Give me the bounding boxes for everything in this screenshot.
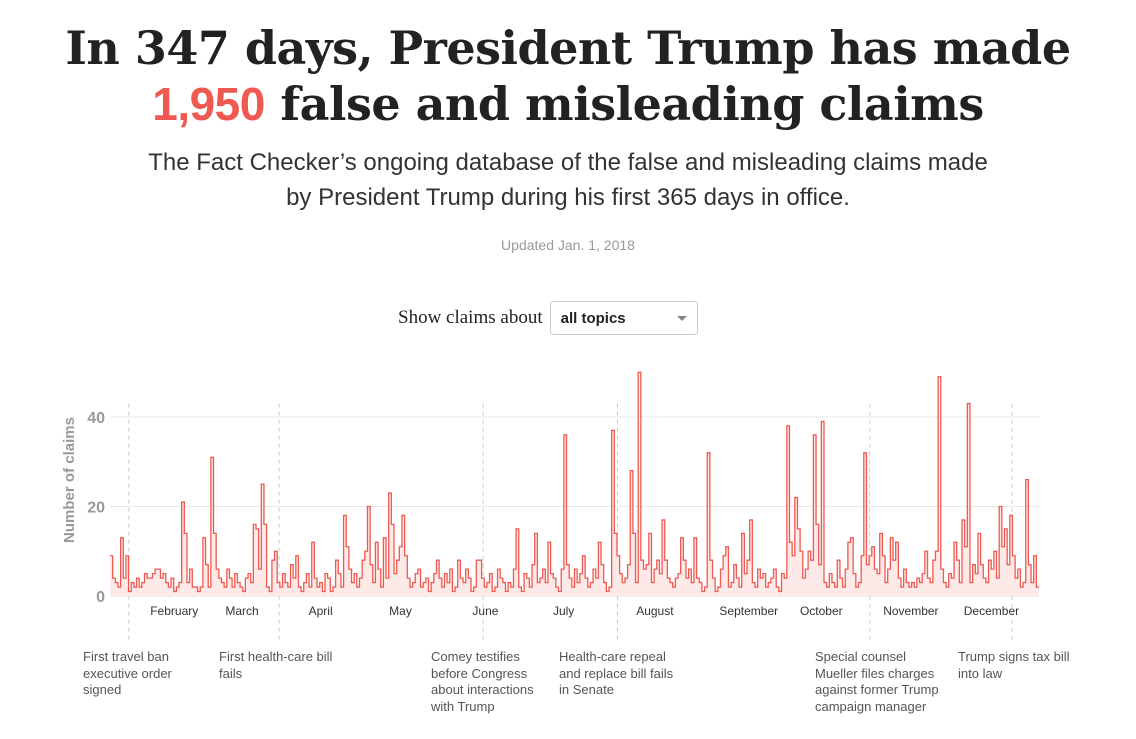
claims-line <box>110 371 1039 593</box>
x-axis-ticks: February March April May June July August Septe… <box>150 604 1019 618</box>
chevron-down-icon <box>676 315 687 321</box>
event-annotation: First travel ban executive order signed <box>83 649 172 698</box>
y-axis-label: Number of claims <box>61 417 78 543</box>
y-tick-label: 0 <box>96 589 105 606</box>
x-tick-label: August <box>636 604 674 618</box>
y-axis-ticks: 0 20 40 <box>87 410 105 606</box>
filter-label: Show claims about <box>398 307 543 328</box>
headline-line-1: In 347 days, President Trump has made <box>65 21 1071 75</box>
x-tick-label: June <box>472 604 498 618</box>
x-tick-label: March <box>225 604 258 618</box>
updated-date: Updated Jan. 1, 2018 <box>501 237 635 253</box>
claims-count: 1,950 <box>152 78 265 130</box>
headline-line-2: 1,950 false and misleading claims <box>0 76 1136 132</box>
y-tick-label: 20 <box>87 500 105 517</box>
x-tick-label: May <box>389 604 412 618</box>
event-annotation: Health-care repeal and replace bill fail… <box>559 649 674 698</box>
topic-select-value: all topics <box>560 309 626 327</box>
event-annotation: First health-care bill fails <box>219 649 333 681</box>
subhead-line-1: The Fact Checker’s ongoing database of t… <box>148 149 988 176</box>
x-tick-label: July <box>553 604 574 618</box>
topic-filter: Show claims about all topics <box>398 301 698 335</box>
event-annotation: Special counsel Mueller files charges ag… <box>815 649 939 714</box>
x-tick-label: April <box>309 604 333 618</box>
subhead-line-2: by President Trump during his first 365 … <box>286 184 850 211</box>
claims-area <box>110 372 1039 596</box>
event-annotation: Trump signs tax bill into law <box>958 649 1070 681</box>
x-tick-label: February <box>150 604 198 618</box>
headline-suffix: false and misleading claims <box>280 77 984 131</box>
x-tick-label: September <box>719 604 778 618</box>
subhead: The Fact Checker’s ongoing database of t… <box>0 145 1136 215</box>
x-tick-label: October <box>800 604 843 618</box>
claims-chart: February March April May June July August Septe… <box>61 371 1039 641</box>
topic-select[interactable]: all topics <box>549 301 698 335</box>
headline: In 347 days, President Trump has made 1,… <box>0 20 1136 132</box>
event-annotation: Comey testifies before Congress about in… <box>431 649 534 714</box>
x-tick-label: November <box>883 604 938 618</box>
x-tick-label: December <box>964 604 1019 618</box>
y-tick-label: 40 <box>87 410 105 427</box>
